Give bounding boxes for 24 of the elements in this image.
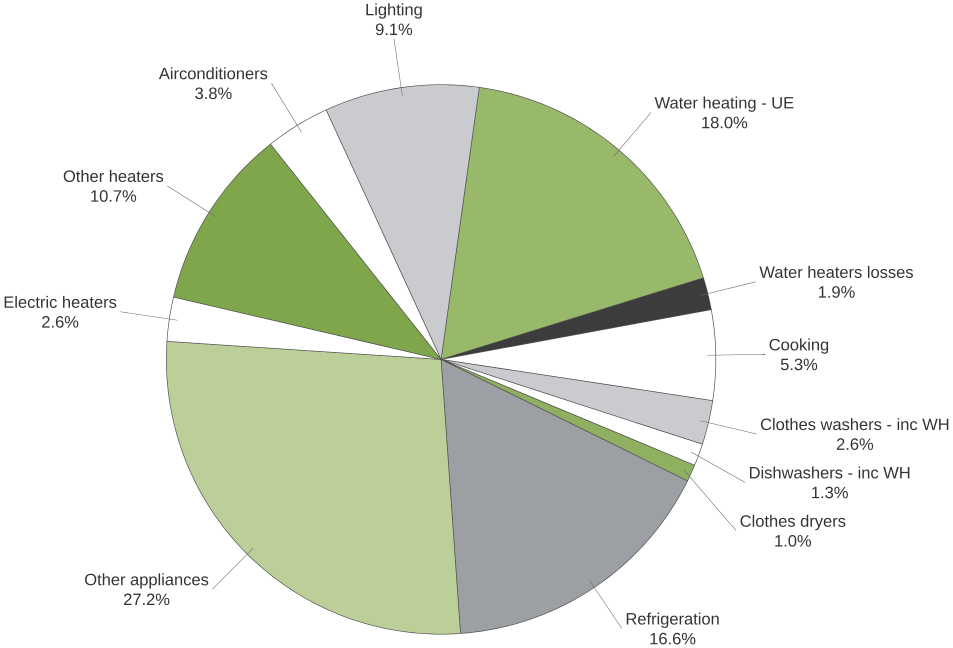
data-label: 1.9% <box>818 286 855 298</box>
slice-label: Cooking <box>770 338 828 354</box>
data-label: 1.3% <box>812 486 848 498</box>
slice-label: Other appliances <box>85 573 208 589</box>
data-label: 9.1% <box>376 24 412 36</box>
data-label: 10.7% <box>91 190 136 202</box>
slice-label: Clothes dryers <box>740 514 846 530</box>
slice-label: Electric heaters <box>4 296 116 308</box>
slice-label: Airconditioners <box>158 67 268 80</box>
slice-label: Lighting <box>366 3 422 19</box>
data-label: 18.0% <box>702 116 748 128</box>
data-label: 16.6% <box>650 632 696 645</box>
data-label: 2.6% <box>42 316 78 328</box>
data-label: 5.3% <box>780 358 818 370</box>
slice-label: Refrigeration <box>626 612 719 628</box>
data-label: 1.0% <box>775 535 812 547</box>
slice-label: Water heating - UE <box>654 96 794 112</box>
slice-label: Clothes washers - inc WH <box>760 418 948 430</box>
data-label: 2.6% <box>836 438 874 450</box>
slice-label: Water heaters losses <box>759 266 913 278</box>
data-label: 27.2% <box>124 594 170 606</box>
slice-label: Dishwashers - inc WH <box>750 466 910 479</box>
slice-label: Other heaters <box>64 170 164 182</box>
data-label: 3.8% <box>195 88 232 100</box>
